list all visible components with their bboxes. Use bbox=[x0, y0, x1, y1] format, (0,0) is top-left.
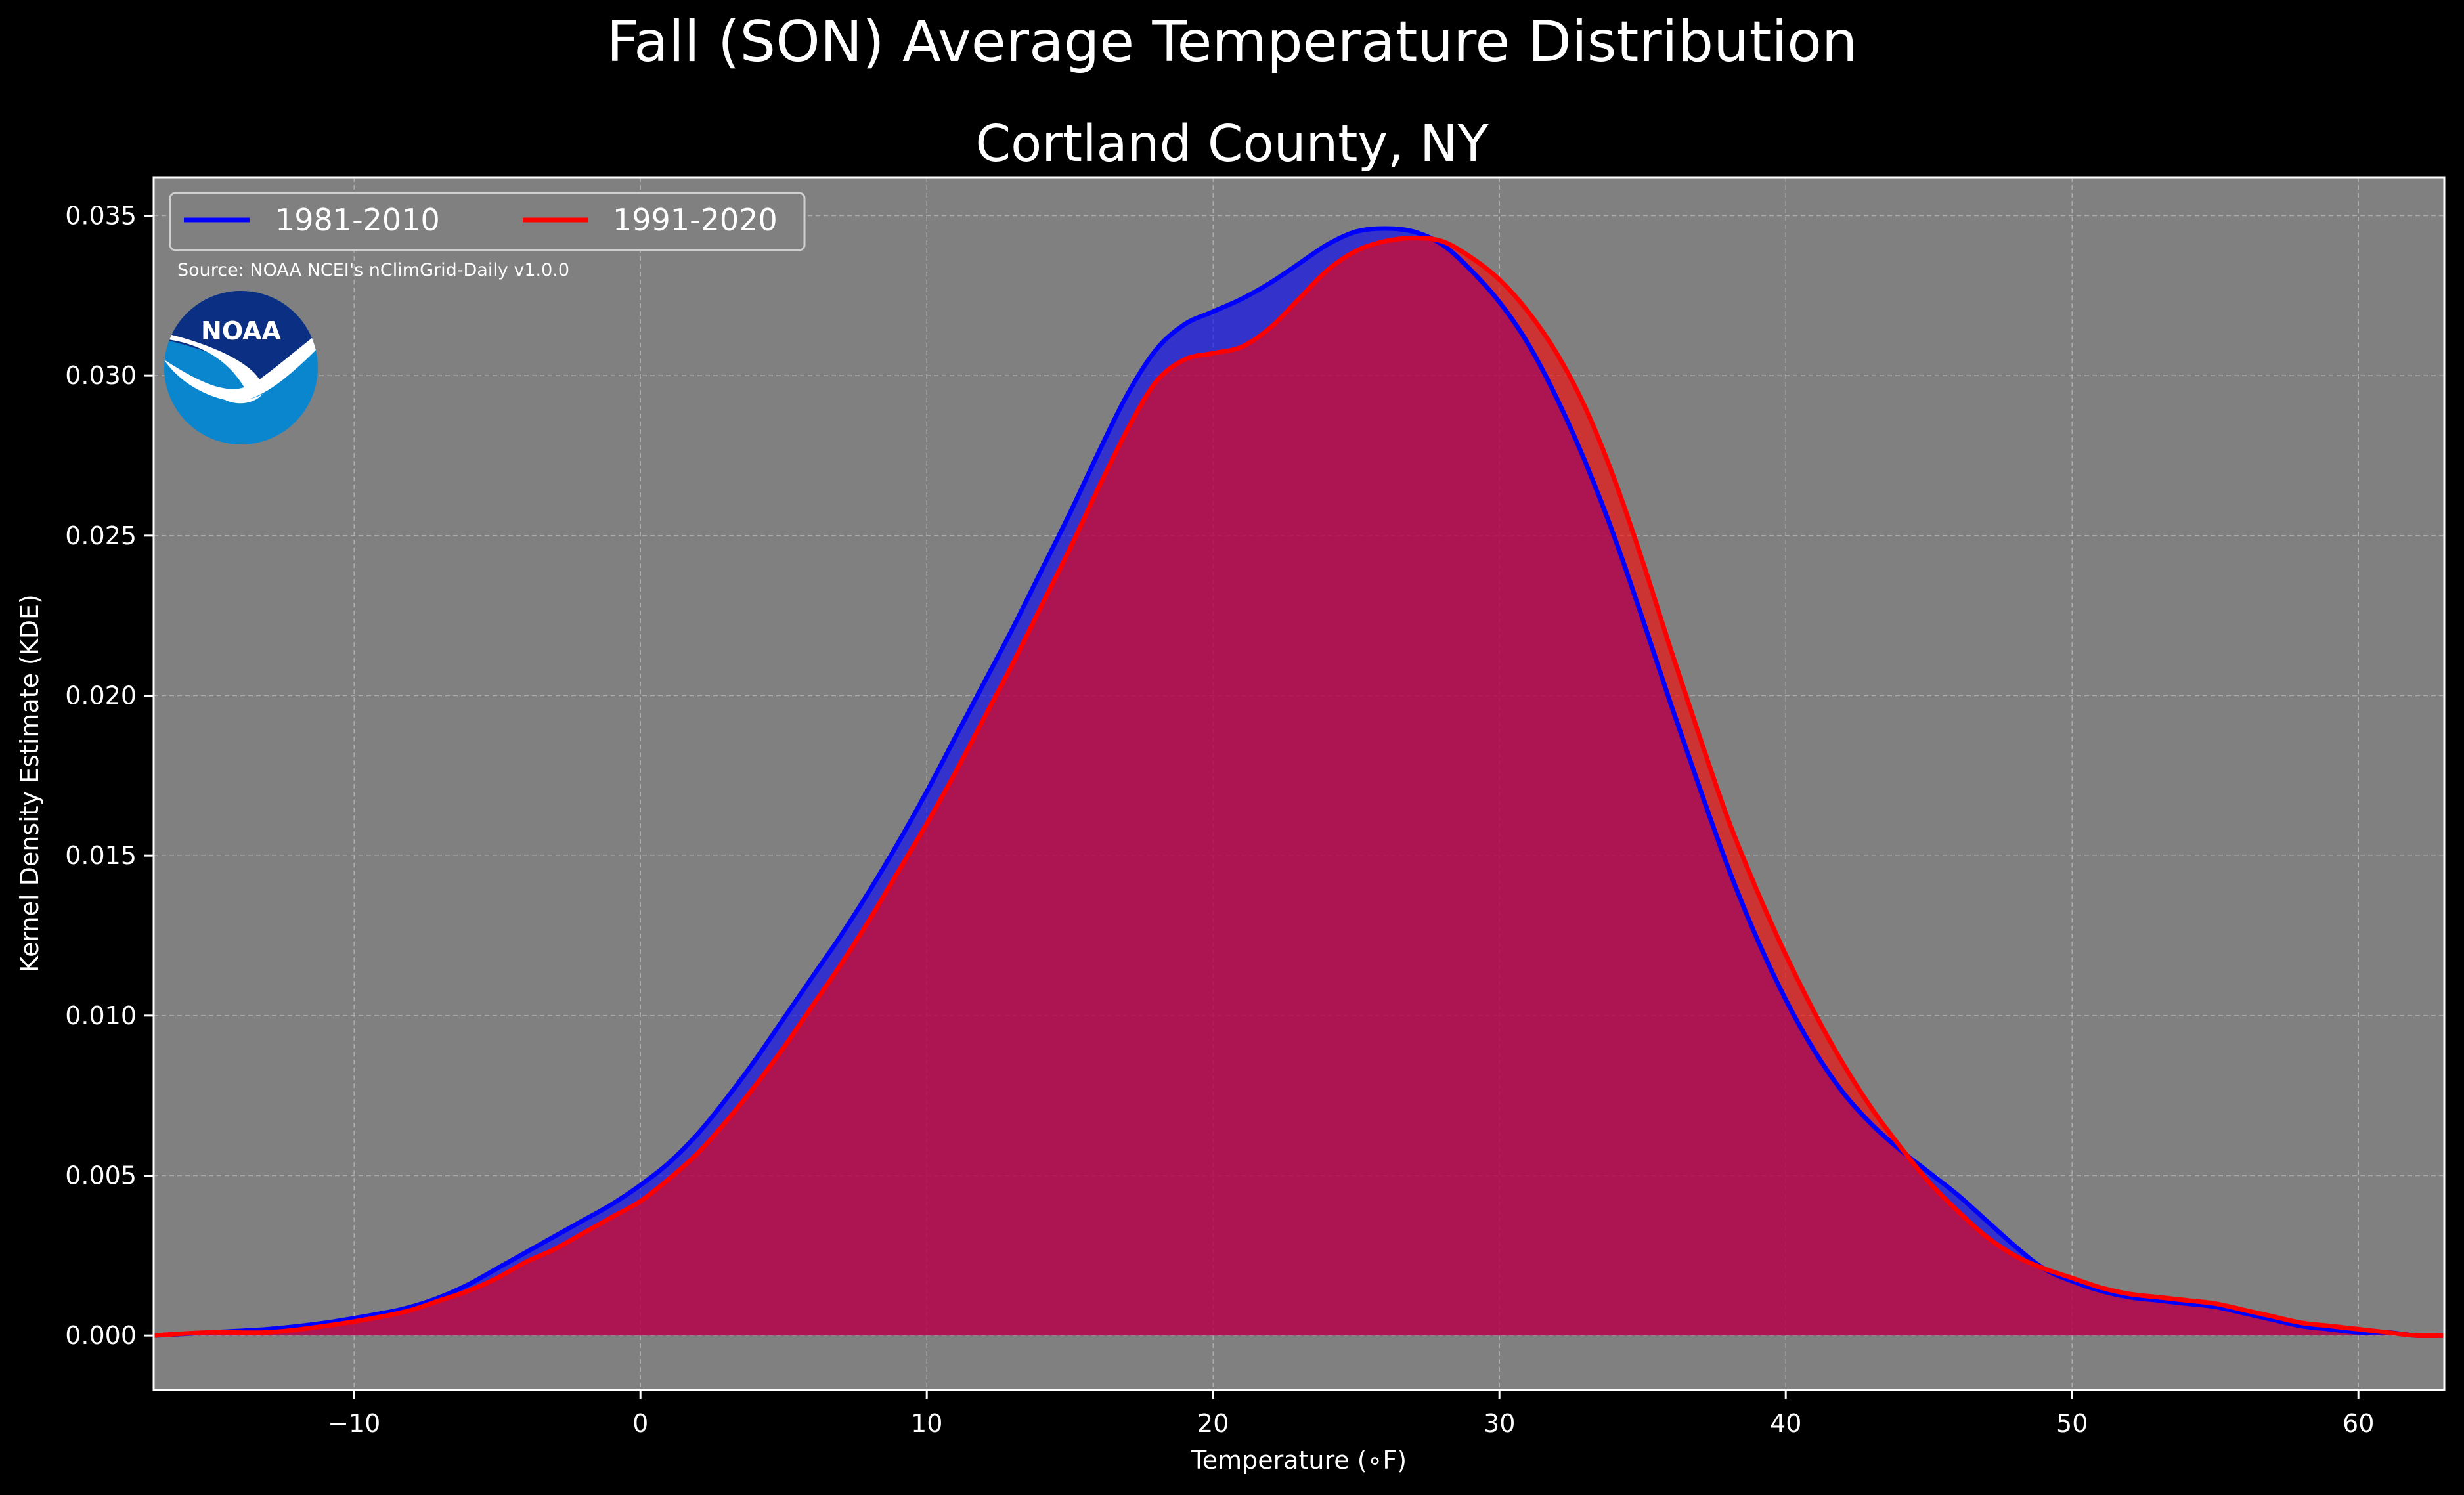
source-note: Source: NOAA NCEI's nClimGrid-Daily v1.0… bbox=[177, 260, 569, 280]
y-tick-label: 0.035 bbox=[65, 201, 137, 230]
y-axis: 0.000 0.005 0.010 0.015 0.020 0.025 0.030 0.035 bbox=[65, 201, 154, 1350]
y-tick-label: 0.030 bbox=[65, 361, 137, 390]
legend-label-1991-2020: 1991-2020 bbox=[613, 202, 778, 238]
legend: 1981-2010 1991-2020 bbox=[169, 192, 806, 251]
y-tick-label: 0.010 bbox=[65, 1001, 137, 1030]
x-axis: −10 0 10 20 30 40 50 60 bbox=[328, 1390, 2374, 1438]
x-tick-label: −10 bbox=[328, 1409, 380, 1438]
y-tick-label: 0.025 bbox=[65, 521, 137, 550]
density-line-1991-2020 bbox=[153, 236, 2445, 1339]
y-tick-label: 0.020 bbox=[65, 681, 137, 710]
noaa-logo-text: NOAA bbox=[201, 316, 281, 345]
x-tick-label: 50 bbox=[2056, 1409, 2088, 1438]
noaa-logo: NOAA bbox=[164, 291, 318, 444]
y-tick-label: 0.005 bbox=[65, 1161, 137, 1190]
noaa-logo-tail-icon bbox=[217, 394, 263, 404]
legend-label-1981-2010: 1981-2010 bbox=[275, 202, 440, 238]
chart-title: Fall (SON) Average Temperature Distribut… bbox=[606, 9, 1858, 75]
noaa-logo-bird-icon bbox=[164, 328, 318, 402]
density-area-1991-2020 bbox=[154, 238, 2444, 1336]
x-tick-label: 0 bbox=[632, 1409, 648, 1438]
y-tick-label: 0.015 bbox=[65, 841, 137, 870]
x-tick-label: 40 bbox=[1770, 1409, 1801, 1438]
x-tick-label: 10 bbox=[911, 1409, 942, 1438]
x-tick-label: 20 bbox=[1197, 1409, 1229, 1438]
plot-frame bbox=[152, 176, 2446, 1391]
x-tick-label: 60 bbox=[2343, 1409, 2374, 1438]
density-areas bbox=[154, 228, 2444, 1336]
y-axis-label: Kernel Density Estimate (KDE) bbox=[15, 594, 44, 972]
y-tick-label: 0.000 bbox=[65, 1321, 137, 1350]
density-lines bbox=[153, 226, 2445, 1339]
x-tick-label: 30 bbox=[1484, 1409, 1515, 1438]
chart-subtitle: Cortland County, NY bbox=[975, 115, 1489, 173]
x-axis-label: Temperature (∘F) bbox=[1191, 1446, 1407, 1475]
legend-box bbox=[169, 192, 806, 251]
